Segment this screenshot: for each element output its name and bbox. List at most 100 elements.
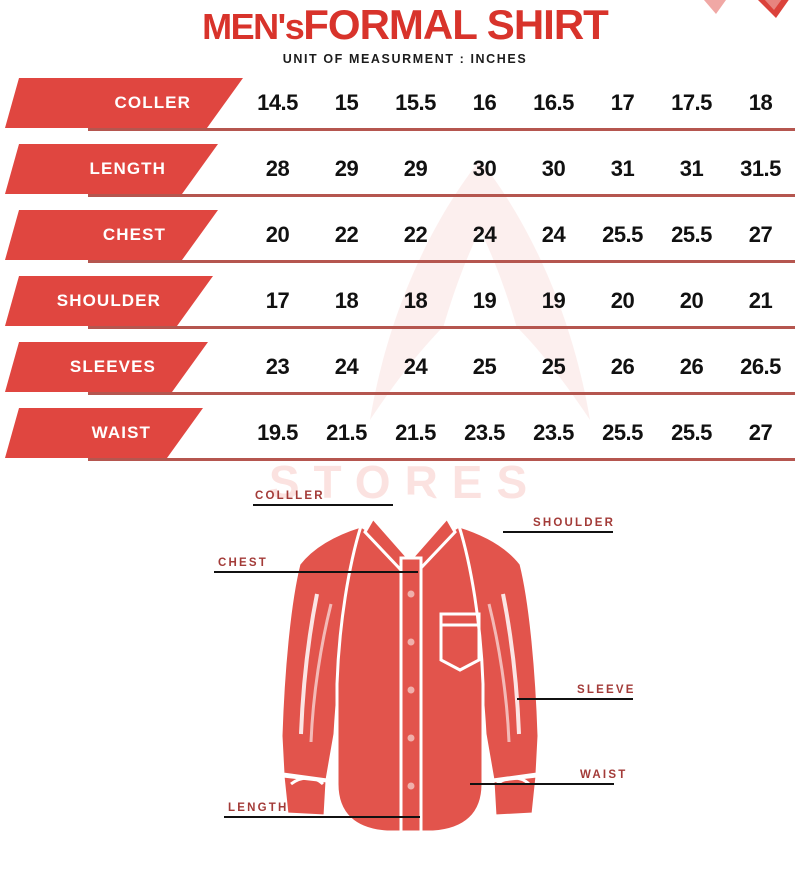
size-cell: 25.5 (602, 420, 643, 445)
callout-waist-line (470, 783, 614, 785)
title-part-formal-shirt: FORMAL SHIRT (303, 1, 609, 48)
callout-length-label: LENGTH (228, 802, 289, 814)
callout-waist: WAIST (470, 769, 628, 785)
row-values: 17 18 18 19 19 20 20 21 (243, 276, 795, 326)
size-cell: 21.5 (395, 420, 436, 445)
title-part-mens: MEN's (202, 6, 305, 47)
callout-coller: COLLLER (253, 490, 393, 506)
row-label: LENGTH (89, 159, 166, 178)
row-values: 14.5 15 15.5 16 16.5 17 17.5 18 (243, 78, 795, 128)
callout-coller-line (253, 504, 393, 506)
size-cell: 18 (748, 90, 773, 115)
size-cell: 18 (334, 288, 359, 313)
size-cell: 31 (679, 156, 704, 181)
table-row: LENGTH 28 29 29 30 30 31 31 31.5 (0, 144, 810, 210)
row-divider (88, 260, 795, 263)
size-cell: 16 (472, 90, 497, 115)
unit-subtitle: UNIT OF MEASURMENT : INCHES (282, 52, 528, 66)
size-cell: 25.5 (671, 222, 712, 247)
row-values: 28 29 29 30 30 31 31 31.5 (243, 144, 795, 194)
size-cell: 27 (748, 222, 773, 247)
callout-sleeve-line (517, 698, 633, 700)
callout-shoulder: SHOULDER (503, 517, 613, 533)
shirt-illustration-icon (279, 494, 541, 834)
size-cell: 27 (748, 420, 773, 445)
size-cell: 17 (610, 90, 635, 115)
size-table: COLLER 14.5 15 15.5 16 16.5 17 17.5 18 LENGTH 28 29… (0, 78, 810, 474)
row-label: COLLER (114, 93, 191, 112)
table-row: COLLER 14.5 15 15.5 16 16.5 17 17.5 18 (0, 78, 810, 144)
size-cell: 23.5 (464, 420, 505, 445)
row-banner-coller: COLLER (5, 78, 243, 128)
callout-chest-line (214, 571, 418, 573)
size-cell: 16.5 (533, 90, 574, 115)
size-cell: 17.5 (671, 90, 712, 115)
size-cell: 22 (403, 222, 428, 247)
row-label: SHOULDER (56, 291, 161, 310)
row-values: 19.5 21.5 21.5 23.5 23.5 25.5 25.5 27 (243, 408, 795, 458)
callout-coller-label: COLLLER (255, 490, 325, 502)
size-cell: 19 (541, 288, 566, 313)
row-label: SLEEVES (69, 357, 156, 376)
row-label: WAIST (91, 423, 151, 442)
size-cell: 21 (748, 288, 773, 313)
size-cell: 31 (610, 156, 635, 181)
size-cell: 18 (403, 288, 428, 313)
callout-waist-label: WAIST (580, 769, 628, 781)
size-cell: 26 (679, 354, 704, 379)
row-divider (88, 194, 795, 197)
size-cell: 20 (265, 222, 290, 247)
size-cell: 29 (334, 156, 359, 181)
size-cell: 25.5 (671, 420, 712, 445)
row-banner-sleeves: SLEEVES (5, 342, 208, 392)
size-cell: 25 (541, 354, 566, 379)
corner-logo-icon (704, 0, 789, 18)
callout-length: LENGTH (0, 802, 420, 818)
row-divider (88, 458, 795, 461)
row-banner-waist: WAIST (5, 408, 203, 458)
callout-sleeve-label: SLEEVE (577, 684, 636, 696)
row-divider (88, 128, 795, 131)
row-banner-length: LENGTH (5, 144, 218, 194)
page-title: MEN'sFORMAL SHIRT (0, 4, 810, 46)
size-cell: 14.5 (257, 90, 298, 115)
row-values: 23 24 24 25 25 26 26 26.5 (243, 342, 795, 392)
table-row: SHOULDER 17 18 18 19 19 20 20 21 (0, 276, 810, 342)
size-cell: 26 (610, 354, 635, 379)
size-cell: 24 (541, 222, 566, 247)
size-cell: 19 (472, 288, 497, 313)
size-cell: 24 (472, 222, 497, 247)
row-banner-chest: CHEST (5, 210, 218, 260)
size-cell: 17 (265, 288, 290, 313)
size-cell: 20 (610, 288, 635, 313)
callout-sleeve: SLEEVE (517, 684, 633, 700)
row-values: 20 22 22 24 24 25.5 25.5 27 (243, 210, 795, 260)
size-cell: 30 (541, 156, 566, 181)
table-row: SLEEVES 23 24 24 25 25 26 26 26.5 (0, 342, 810, 408)
size-cell: 24 (403, 354, 428, 379)
size-cell: 15.5 (395, 90, 436, 115)
size-cell: 30 (472, 156, 497, 181)
callout-chest-label: CHEST (218, 557, 268, 569)
size-cell: 15 (334, 90, 359, 115)
size-cell: 21.5 (326, 420, 367, 445)
shirt-diagram: COLLLER SHOULDER CHEST SLEEVE WAIST LENG… (0, 484, 810, 874)
size-cell: 29 (403, 156, 428, 181)
size-cell: 24 (334, 354, 359, 379)
size-cell: 22 (334, 222, 359, 247)
size-cell: 23.5 (533, 420, 574, 445)
callout-shoulder-label: SHOULDER (533, 517, 616, 529)
size-cell: 23 (265, 354, 290, 379)
table-row: CHEST 20 22 22 24 24 25.5 25.5 27 (0, 210, 810, 276)
size-cell: 20 (679, 288, 704, 313)
callout-length-line (224, 816, 420, 818)
row-banner-shoulder: SHOULDER (5, 276, 213, 326)
row-divider (88, 326, 795, 329)
row-label: CHEST (102, 225, 166, 244)
callout-shoulder-line (503, 531, 613, 533)
callout-chest: CHEST (0, 557, 418, 573)
size-cell: 25 (472, 354, 497, 379)
size-cell: 19.5 (257, 420, 298, 445)
row-divider (88, 392, 795, 395)
size-cell: 28 (265, 156, 290, 181)
